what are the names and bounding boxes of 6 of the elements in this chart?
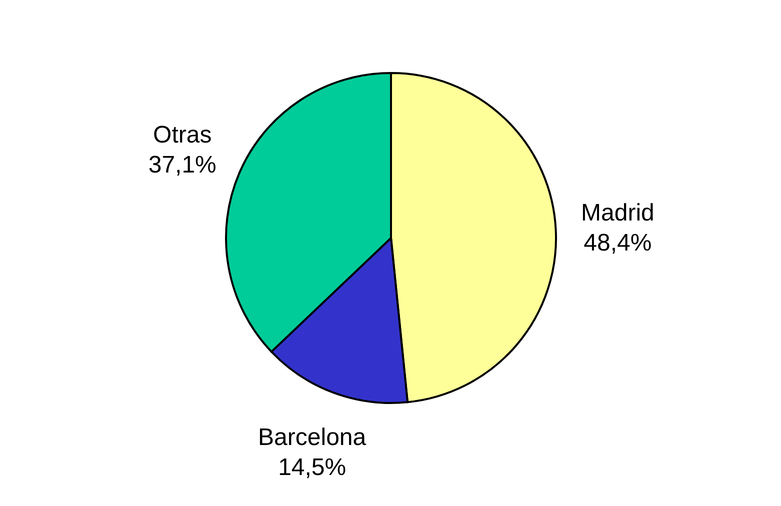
data-label: 14,5% bbox=[278, 454, 346, 481]
data-label: 37,1% bbox=[148, 152, 216, 178]
slice-label: Barcelona bbox=[258, 424, 367, 451]
slice-label: Otras bbox=[153, 122, 212, 148]
slice-label: Madrid bbox=[581, 200, 654, 227]
data-label: 48,4% bbox=[584, 230, 652, 257]
